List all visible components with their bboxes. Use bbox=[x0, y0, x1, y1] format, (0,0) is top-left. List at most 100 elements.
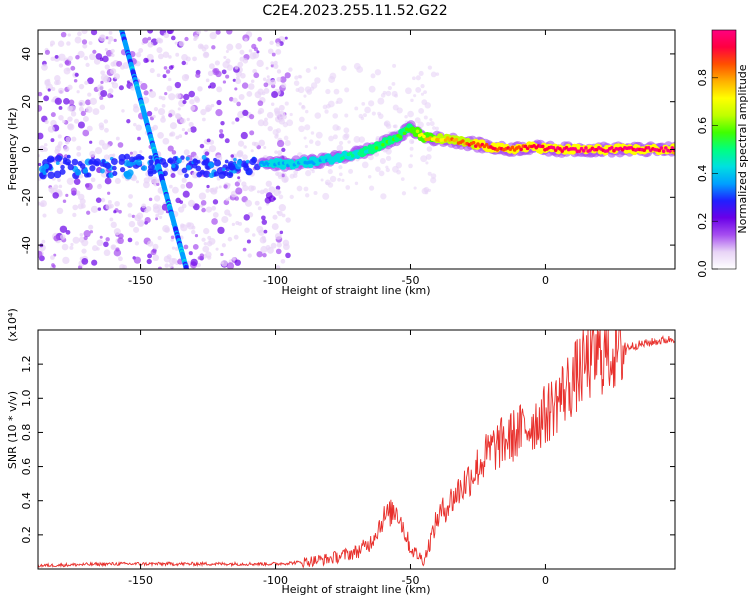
speckle bbox=[341, 65, 347, 71]
speckle bbox=[118, 209, 122, 214]
speckle bbox=[178, 134, 183, 138]
speckle bbox=[223, 55, 227, 60]
speckle bbox=[348, 168, 354, 174]
speckle bbox=[298, 102, 302, 106]
colorbar-tick-label: 0.4 bbox=[696, 165, 709, 183]
zero-band-point bbox=[205, 165, 210, 170]
speckle bbox=[425, 154, 432, 160]
speckle bbox=[218, 133, 225, 139]
speckle bbox=[299, 116, 305, 123]
speckle bbox=[353, 62, 361, 70]
speckle bbox=[332, 134, 338, 140]
speckle bbox=[261, 215, 266, 221]
speckle bbox=[104, 177, 112, 185]
speckle bbox=[168, 77, 172, 82]
speckle bbox=[178, 40, 185, 47]
speckle bbox=[415, 86, 422, 93]
main-trace-core bbox=[454, 137, 459, 142]
speckle bbox=[270, 64, 275, 68]
speckle bbox=[371, 111, 376, 116]
speckle bbox=[249, 114, 255, 120]
speckle bbox=[68, 105, 76, 113]
speckle bbox=[192, 243, 199, 250]
main-trace-core bbox=[357, 151, 361, 156]
speckle bbox=[322, 192, 330, 200]
speckle bbox=[216, 86, 223, 93]
spectrogram-y-ticks: -40 -20 0 20 40 bbox=[20, 47, 675, 254]
speckle bbox=[175, 52, 180, 57]
colorbar-tick-label: 0.8 bbox=[696, 69, 709, 87]
speckle bbox=[146, 258, 152, 265]
speckle bbox=[343, 133, 350, 139]
y-tick-label: 0.2 bbox=[20, 526, 33, 544]
main-trace-core bbox=[370, 148, 374, 152]
speckle bbox=[275, 42, 281, 47]
main-trace-core bbox=[461, 139, 465, 143]
speckle bbox=[413, 186, 417, 190]
speckle bbox=[252, 68, 257, 74]
speckle bbox=[107, 41, 111, 45]
speckle bbox=[62, 199, 67, 203]
speckle bbox=[228, 96, 234, 102]
speckle bbox=[235, 117, 240, 122]
speckle bbox=[426, 122, 431, 127]
speckle bbox=[58, 106, 63, 110]
speckle bbox=[200, 200, 207, 206]
spectrogram-y-label: Frequency (Hz) bbox=[6, 108, 19, 191]
x-tick-label: 0 bbox=[542, 274, 549, 287]
speckle bbox=[110, 221, 117, 229]
x-tick-label: -50 bbox=[401, 574, 419, 587]
speckle bbox=[159, 215, 163, 219]
speckle bbox=[254, 200, 260, 206]
main-trace-core bbox=[642, 148, 647, 153]
zero-band-point bbox=[162, 161, 169, 168]
speckle bbox=[412, 76, 416, 81]
speckle bbox=[157, 107, 166, 116]
main-trace-core bbox=[484, 142, 489, 147]
speckle bbox=[72, 236, 80, 244]
colorbar-label: Normalized spectral amplitude bbox=[736, 64, 749, 233]
speckle bbox=[163, 66, 168, 70]
speckle bbox=[82, 115, 89, 122]
speckle bbox=[59, 225, 68, 233]
speckle bbox=[247, 253, 252, 258]
zero-band-point bbox=[53, 170, 62, 179]
speckle bbox=[391, 81, 396, 86]
speckle bbox=[274, 150, 278, 154]
speckle bbox=[113, 210, 117, 214]
speckle bbox=[368, 100, 375, 107]
speckle bbox=[56, 207, 64, 215]
speckle bbox=[110, 48, 115, 54]
speckle bbox=[61, 243, 69, 251]
zero-band-point bbox=[128, 161, 134, 167]
speckle bbox=[267, 125, 273, 132]
speckle bbox=[81, 239, 89, 247]
speckle bbox=[51, 99, 55, 103]
speckle bbox=[153, 195, 161, 202]
main-trace-core bbox=[581, 148, 586, 153]
snr-y-scale-label: (x10⁴) bbox=[6, 308, 19, 342]
speckle bbox=[263, 229, 268, 234]
speckle bbox=[166, 85, 173, 92]
speckle bbox=[81, 30, 88, 35]
speckle bbox=[276, 76, 282, 82]
speckle bbox=[336, 144, 344, 152]
speckle bbox=[188, 90, 196, 98]
speckle bbox=[305, 193, 310, 198]
speckle bbox=[138, 48, 144, 53]
main-trace-core bbox=[411, 126, 415, 131]
zero-band-point bbox=[60, 164, 65, 170]
speckle bbox=[249, 130, 255, 136]
zero-band-point bbox=[66, 154, 71, 159]
speckle bbox=[42, 63, 47, 68]
speckle bbox=[279, 76, 287, 83]
speckle bbox=[76, 145, 82, 151]
main-trace-core bbox=[661, 149, 666, 154]
speckle bbox=[405, 87, 412, 95]
speckle bbox=[152, 254, 160, 262]
speckle bbox=[387, 85, 392, 91]
speckle bbox=[207, 70, 214, 77]
speckle bbox=[332, 113, 339, 119]
speckle bbox=[192, 56, 197, 62]
speckle bbox=[236, 149, 244, 157]
